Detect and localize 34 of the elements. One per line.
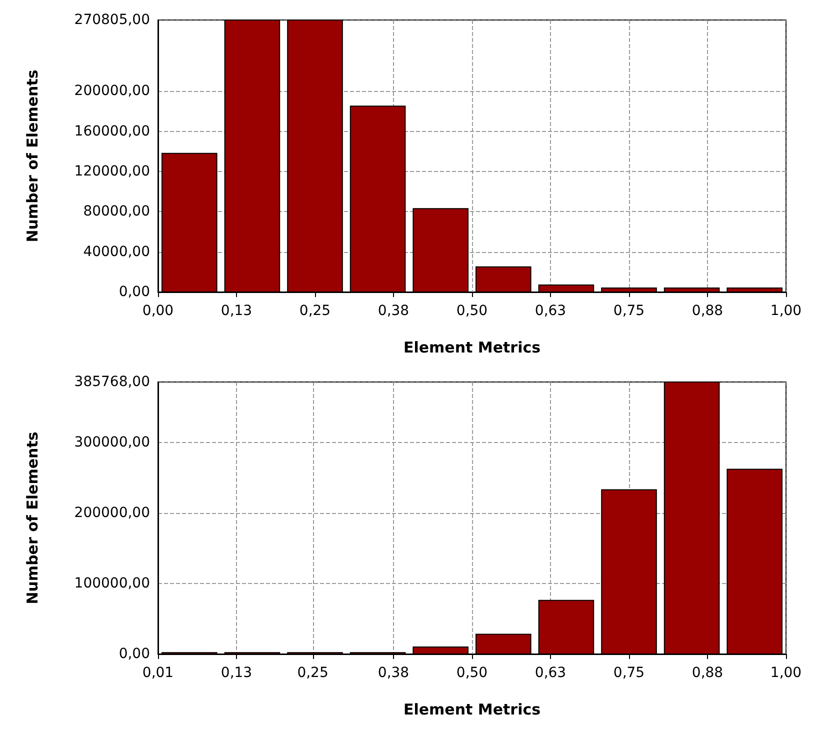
x-tick-label: 0,63 xyxy=(534,665,566,681)
x-tick-label: 0,38 xyxy=(378,665,410,681)
y-tick-label: 200000,00 xyxy=(74,504,150,521)
y-tick-label: 270805,00 xyxy=(74,12,150,28)
x-tick-label: 0,63 xyxy=(534,303,566,319)
x-tick-label: 0,00 xyxy=(142,303,174,319)
x-tick-label: 0,25 xyxy=(299,303,331,319)
y-tick-label: 40000,00 xyxy=(83,244,150,260)
y-tick-label: 0,00 xyxy=(118,284,150,300)
y-axis-title: Number of Elements xyxy=(24,70,42,242)
y-tick-label: 200000,00 xyxy=(74,83,150,100)
y-tick-label: 80000,00 xyxy=(83,204,150,220)
x-tick-label: 0,88 xyxy=(692,303,724,319)
x-tick-label: 1,00 xyxy=(770,303,802,319)
y-tick-label: 0,00 xyxy=(118,646,150,662)
y-tick-label: 385768,00 xyxy=(74,374,150,390)
y-tick-label: 100000,00 xyxy=(74,575,150,592)
x-tick-label: 0,75 xyxy=(613,665,645,681)
y-tick-label: 160000,00 xyxy=(74,123,150,140)
y-tick-label: 120000,00 xyxy=(74,163,150,180)
x-tick-label: 1,00 xyxy=(770,665,802,681)
x-tick-label: 0,13 xyxy=(220,303,252,319)
x-tick-label: 0,38 xyxy=(378,303,410,319)
x-tick-label: 0,75 xyxy=(613,303,645,319)
x-tick-label: 0,50 xyxy=(456,303,488,319)
x-tick-label: 0,88 xyxy=(692,665,724,681)
x-axis-title: Element Metrics xyxy=(403,338,541,356)
y-axis-title: Number of Elements xyxy=(24,432,42,604)
x-axis-title: Element Metrics xyxy=(403,700,541,718)
x-tick-label: 0,50 xyxy=(456,665,488,681)
x-tick-label: 0,01 xyxy=(142,665,174,681)
y-tick-label: 300000,00 xyxy=(74,434,150,450)
x-tick-label: 0,13 xyxy=(220,665,252,681)
x-tick-label: 0,25 xyxy=(297,665,328,681)
